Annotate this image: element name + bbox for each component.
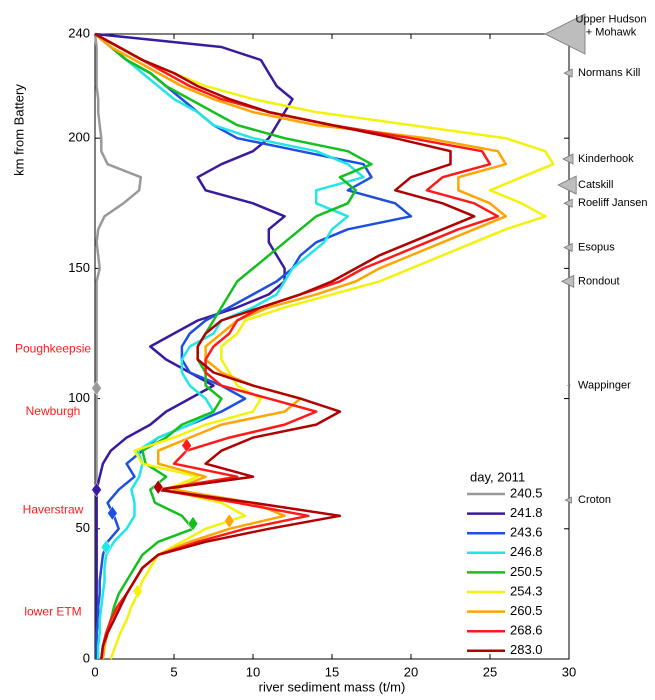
diamond-marker xyxy=(181,438,192,453)
legend-label: 254.3 xyxy=(510,583,543,598)
location-label: Haverstraw xyxy=(23,503,84,517)
x-tick-label: 20 xyxy=(404,664,418,679)
tributary-marker xyxy=(544,13,586,55)
location-label: lower ETM xyxy=(24,604,81,618)
x-tick-label: 10 xyxy=(246,664,260,679)
y-tick-label: 0 xyxy=(83,650,90,665)
tributary-label: Rondout xyxy=(578,275,620,287)
tributary-marker xyxy=(560,274,575,289)
tributary-marker xyxy=(562,153,574,165)
tributary-label: Esopus xyxy=(578,241,615,253)
tributary-marker xyxy=(557,175,577,195)
diamond-marker xyxy=(132,583,143,599)
x-tick-label: 15 xyxy=(325,664,339,679)
x-tick-label: 5 xyxy=(170,664,177,679)
tributary-label: Kinderhook xyxy=(578,153,634,165)
legend-label: 283.0 xyxy=(510,642,543,657)
tributary-marker xyxy=(563,198,573,208)
tributary-marker xyxy=(563,68,573,78)
diamond-marker xyxy=(91,482,102,498)
diamond-marker xyxy=(152,479,164,495)
legend-label: 243.6 xyxy=(510,525,543,540)
legend-label: 241.8 xyxy=(510,505,543,520)
y-tick-label: 50 xyxy=(76,520,90,535)
tributary-marker xyxy=(563,242,573,253)
diamond-marker xyxy=(107,505,118,521)
tributary-label: Croton xyxy=(578,494,611,506)
diamond-marker xyxy=(100,539,112,555)
diamond-marker xyxy=(224,513,235,529)
legend-label: 250.5 xyxy=(510,564,543,579)
tributary-label: Roeliff Jansen xyxy=(578,197,648,209)
y-tick-label: 200 xyxy=(68,130,90,145)
legend-label: 246.8 xyxy=(510,544,543,559)
tributary-label: Catskill xyxy=(578,179,613,191)
legend-label: 268.6 xyxy=(510,623,543,638)
profile-line xyxy=(94,32,476,660)
y-tick-label: 240 xyxy=(68,25,90,40)
tributary-label: Normans Kill xyxy=(578,67,640,79)
location-label: Poughkeepsie xyxy=(15,341,91,355)
profile-line xyxy=(94,33,508,660)
diamond-marker xyxy=(91,380,102,396)
profile-line xyxy=(94,32,555,660)
y-axis-label: km from Battery xyxy=(11,84,26,176)
tributary-marker xyxy=(566,383,571,388)
profile-line xyxy=(94,33,413,659)
x-tick-label: 25 xyxy=(483,664,497,679)
location-label: Newburgh xyxy=(26,404,81,418)
tributary-label: + Mohawk xyxy=(586,26,637,38)
x-axis-label: river sediment mass (t/m) xyxy=(259,679,406,694)
x-tick-label: 0 xyxy=(91,664,98,679)
tributary-label: Wappinger xyxy=(578,379,631,391)
y-tick-label: 100 xyxy=(68,390,90,405)
tributary-marker xyxy=(564,496,572,504)
profile-line xyxy=(94,33,365,659)
diamond-marker xyxy=(187,516,199,532)
y-tick-label: 150 xyxy=(68,260,90,275)
tributary-label: Upper Hudson xyxy=(576,13,647,25)
legend-label: 240.5 xyxy=(510,485,543,500)
legend-label: 260.5 xyxy=(510,603,543,618)
x-tick-label: 30 xyxy=(562,664,576,679)
legend-title: day, 2011 xyxy=(470,469,525,484)
profile-line xyxy=(94,32,294,659)
